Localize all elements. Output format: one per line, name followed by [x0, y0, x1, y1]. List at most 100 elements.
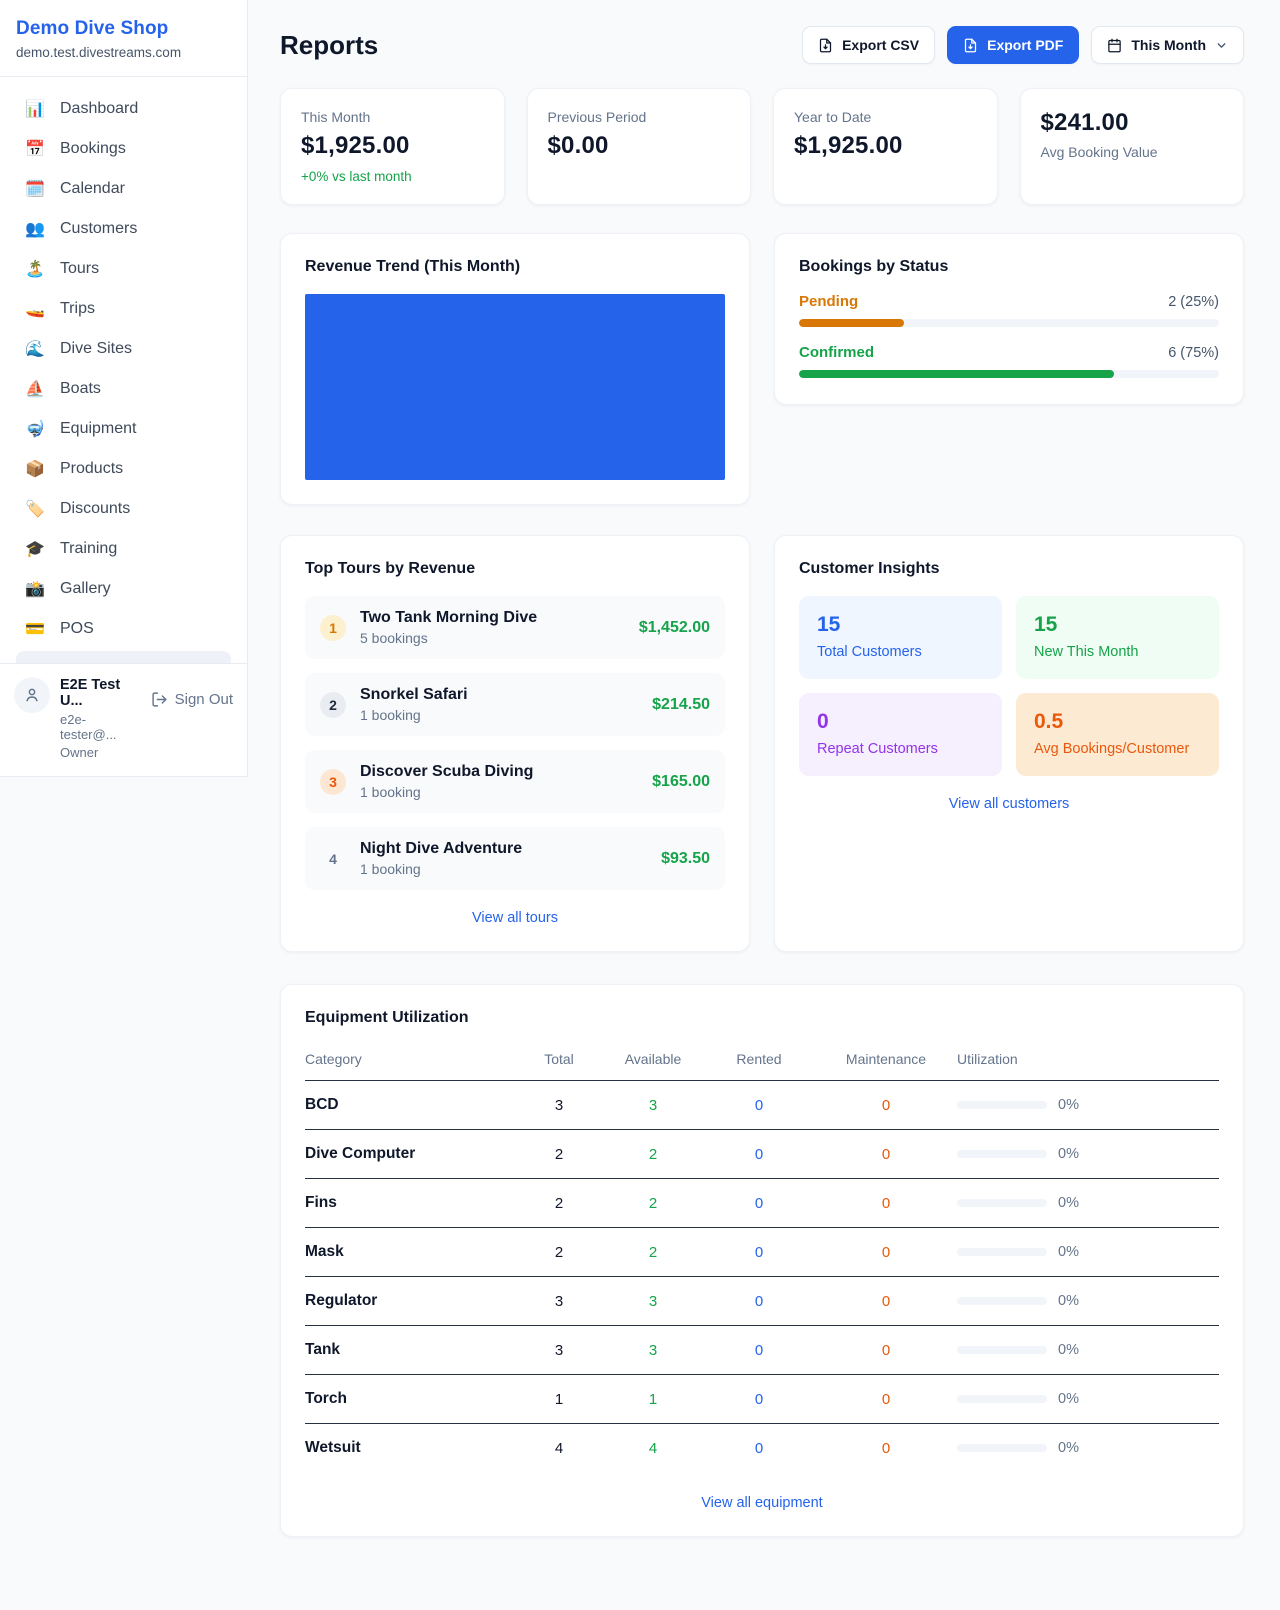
cell-rented: 0: [754, 1341, 764, 1359]
status-bar-fill: [799, 319, 904, 327]
utilization-bar: [957, 1444, 1047, 1452]
tour-amount: $165.00: [652, 772, 710, 790]
page-title: Reports: [280, 29, 379, 60]
cell-category: BCD: [305, 1096, 339, 1113]
sidebar-item-tours[interactable]: 🏝️ Tours: [8, 249, 239, 289]
utilization-label: 0%: [1058, 1342, 1079, 1358]
tour-name: Night Dive Adventure: [360, 840, 523, 857]
table-row: BCD 3 3 0 0 0%: [305, 1081, 1219, 1130]
stats-grid: This Month $1,925.00 +0% vs last month P…: [280, 88, 1244, 205]
tile-repeat-customers: 0 Repeat Customers: [799, 693, 1002, 776]
cell-utilization: 0%: [957, 1146, 1219, 1162]
cell-utilization: 0%: [957, 1391, 1219, 1407]
view-all-equipment-link[interactable]: View all equipment: [701, 1495, 823, 1511]
utilization-bar: [957, 1199, 1047, 1207]
status-row-pending: Pending 2 (25%): [799, 293, 1219, 327]
sidebar-item-training[interactable]: 🎓 Training: [8, 529, 239, 569]
cell-rented: 0: [754, 1194, 764, 1212]
sidebar: Demo Dive Shop demo.test.divestreams.com…: [0, 0, 248, 1610]
sidebar-item-active-partial[interactable]: [16, 651, 231, 663]
sidebar-nav: 📊 Dashboard 📅 Bookings 🗓️ Calendar 👥 Cus…: [0, 77, 247, 663]
sidebar-item-boats[interactable]: ⛵ Boats: [8, 369, 239, 409]
user-info: E2E Test U... e2e-tester@... Owner: [60, 677, 141, 760]
cell-rented: 0: [754, 1243, 764, 1261]
cell-total: 4: [554, 1439, 564, 1457]
sidebar-item-pos[interactable]: 💳 POS: [8, 609, 239, 649]
cell-utilization: 0%: [957, 1293, 1219, 1309]
utilization-bar: [957, 1150, 1047, 1158]
sidebar-item-gallery[interactable]: 📸 Gallery: [8, 569, 239, 609]
status-bar-track: [799, 370, 1219, 378]
sidebar-item-calendar[interactable]: 🗓️ Calendar: [8, 169, 239, 209]
equipment-utilization-card: Equipment Utilization Category Total Ava…: [280, 984, 1244, 1537]
bookings-by-status-title: Bookings by Status: [799, 258, 949, 275]
table-row: Mask 2 2 0 0 0%: [305, 1228, 1219, 1277]
tile-number: 0.5: [1034, 710, 1064, 733]
cell-utilization: 0%: [957, 1244, 1219, 1260]
period-label: This Month: [1131, 37, 1206, 53]
col-total: Total: [544, 1051, 574, 1067]
header-actions: Export CSV Export PDF This Month: [802, 26, 1244, 64]
sidebar-item-customers[interactable]: 👥 Customers: [8, 209, 239, 249]
utilization-label: 0%: [1058, 1195, 1079, 1211]
utilization-label: 0%: [1058, 1293, 1079, 1309]
tour-name: Two Tank Morning Dive: [360, 609, 538, 626]
cell-available: 2: [648, 1145, 658, 1163]
view-all-customers-link[interactable]: View all customers: [948, 796, 1070, 812]
stat-label: Avg Booking Value: [1040, 144, 1158, 160]
col-category: Category: [305, 1051, 362, 1067]
tour-row: 1 Two Tank Morning Dive 5 bookings $1,45…: [305, 596, 725, 659]
export-pdf-button[interactable]: Export PDF: [947, 26, 1080, 64]
tile-number: 15: [1034, 613, 1058, 636]
sidebar-item-label: Customers: [60, 220, 138, 237]
cell-utilization: 0%: [957, 1440, 1219, 1456]
stat-label: Year to Date: [794, 109, 872, 125]
brand-block: Demo Dive Shop demo.test.divestreams.com: [0, 0, 247, 77]
cell-available: 2: [648, 1243, 658, 1261]
utilization-label: 0%: [1058, 1391, 1079, 1407]
table-row: Tank 3 3 0 0 0%: [305, 1326, 1219, 1375]
cell-maintenance: 0: [881, 1292, 891, 1310]
cell-rented: 0: [754, 1439, 764, 1457]
sidebar-item-trips[interactable]: 🚤 Trips: [8, 289, 239, 329]
cell-category: Dive Computer: [305, 1145, 416, 1162]
cell-utilization: 0%: [957, 1195, 1219, 1211]
sidebar-item-products[interactable]: 📦 Products: [8, 449, 239, 489]
col-utilization: Utilization: [957, 1051, 1018, 1067]
cell-available: 3: [648, 1341, 658, 1359]
sidebar-item-dashboard[interactable]: 📊 Dashboard: [8, 89, 239, 129]
period-select[interactable]: This Month: [1091, 26, 1244, 64]
sign-out-label: Sign Out: [174, 691, 233, 708]
col-rented: Rented: [736, 1051, 782, 1067]
sidebar-item-label: Dashboard: [60, 100, 139, 117]
customer-insights-title: Customer Insights: [799, 560, 940, 577]
dashboard-chart-icon: 📊: [25, 101, 45, 118]
customers-people-icon: 👥: [25, 221, 45, 238]
sidebar-item-bookings[interactable]: 📅 Bookings: [8, 129, 239, 169]
sign-out-button[interactable]: Sign Out: [151, 691, 233, 708]
cell-available: 3: [648, 1096, 658, 1114]
file-download-icon: [819, 38, 832, 52]
sidebar-item-dive-sites[interactable]: 🌊 Dive Sites: [8, 329, 239, 369]
cell-maintenance: 0: [881, 1341, 891, 1359]
dive-sites-wave-icon: 🌊: [25, 341, 45, 358]
utilization-bar: [957, 1297, 1047, 1305]
cell-available: 3: [648, 1292, 658, 1310]
sidebar-item-discounts[interactable]: 🏷️ Discounts: [8, 489, 239, 529]
export-pdf-label: Export PDF: [987, 37, 1064, 53]
avatar: [14, 677, 50, 713]
cell-category: Wetsuit: [305, 1439, 361, 1456]
sidebar-item-label: Tours: [60, 260, 100, 277]
tour-bookings: 1 booking: [360, 707, 421, 723]
cell-maintenance: 0: [881, 1390, 891, 1408]
sidebar-item-label: Calendar: [60, 180, 125, 197]
user-panel: E2E Test U... e2e-tester@... Owner Sign …: [0, 663, 247, 776]
cell-total: 2: [554, 1243, 564, 1261]
export-csv-button[interactable]: Export CSV: [802, 26, 936, 64]
table-row: Dive Computer 2 2 0 0 0%: [305, 1130, 1219, 1179]
stat-value: $1,925.00: [301, 132, 410, 159]
status-bar-track: [799, 319, 1219, 327]
view-all-tours-link[interactable]: View all tours: [472, 910, 558, 926]
status-label: Confirmed: [799, 344, 874, 361]
sidebar-item-equipment[interactable]: 🤿 Equipment: [8, 409, 239, 449]
